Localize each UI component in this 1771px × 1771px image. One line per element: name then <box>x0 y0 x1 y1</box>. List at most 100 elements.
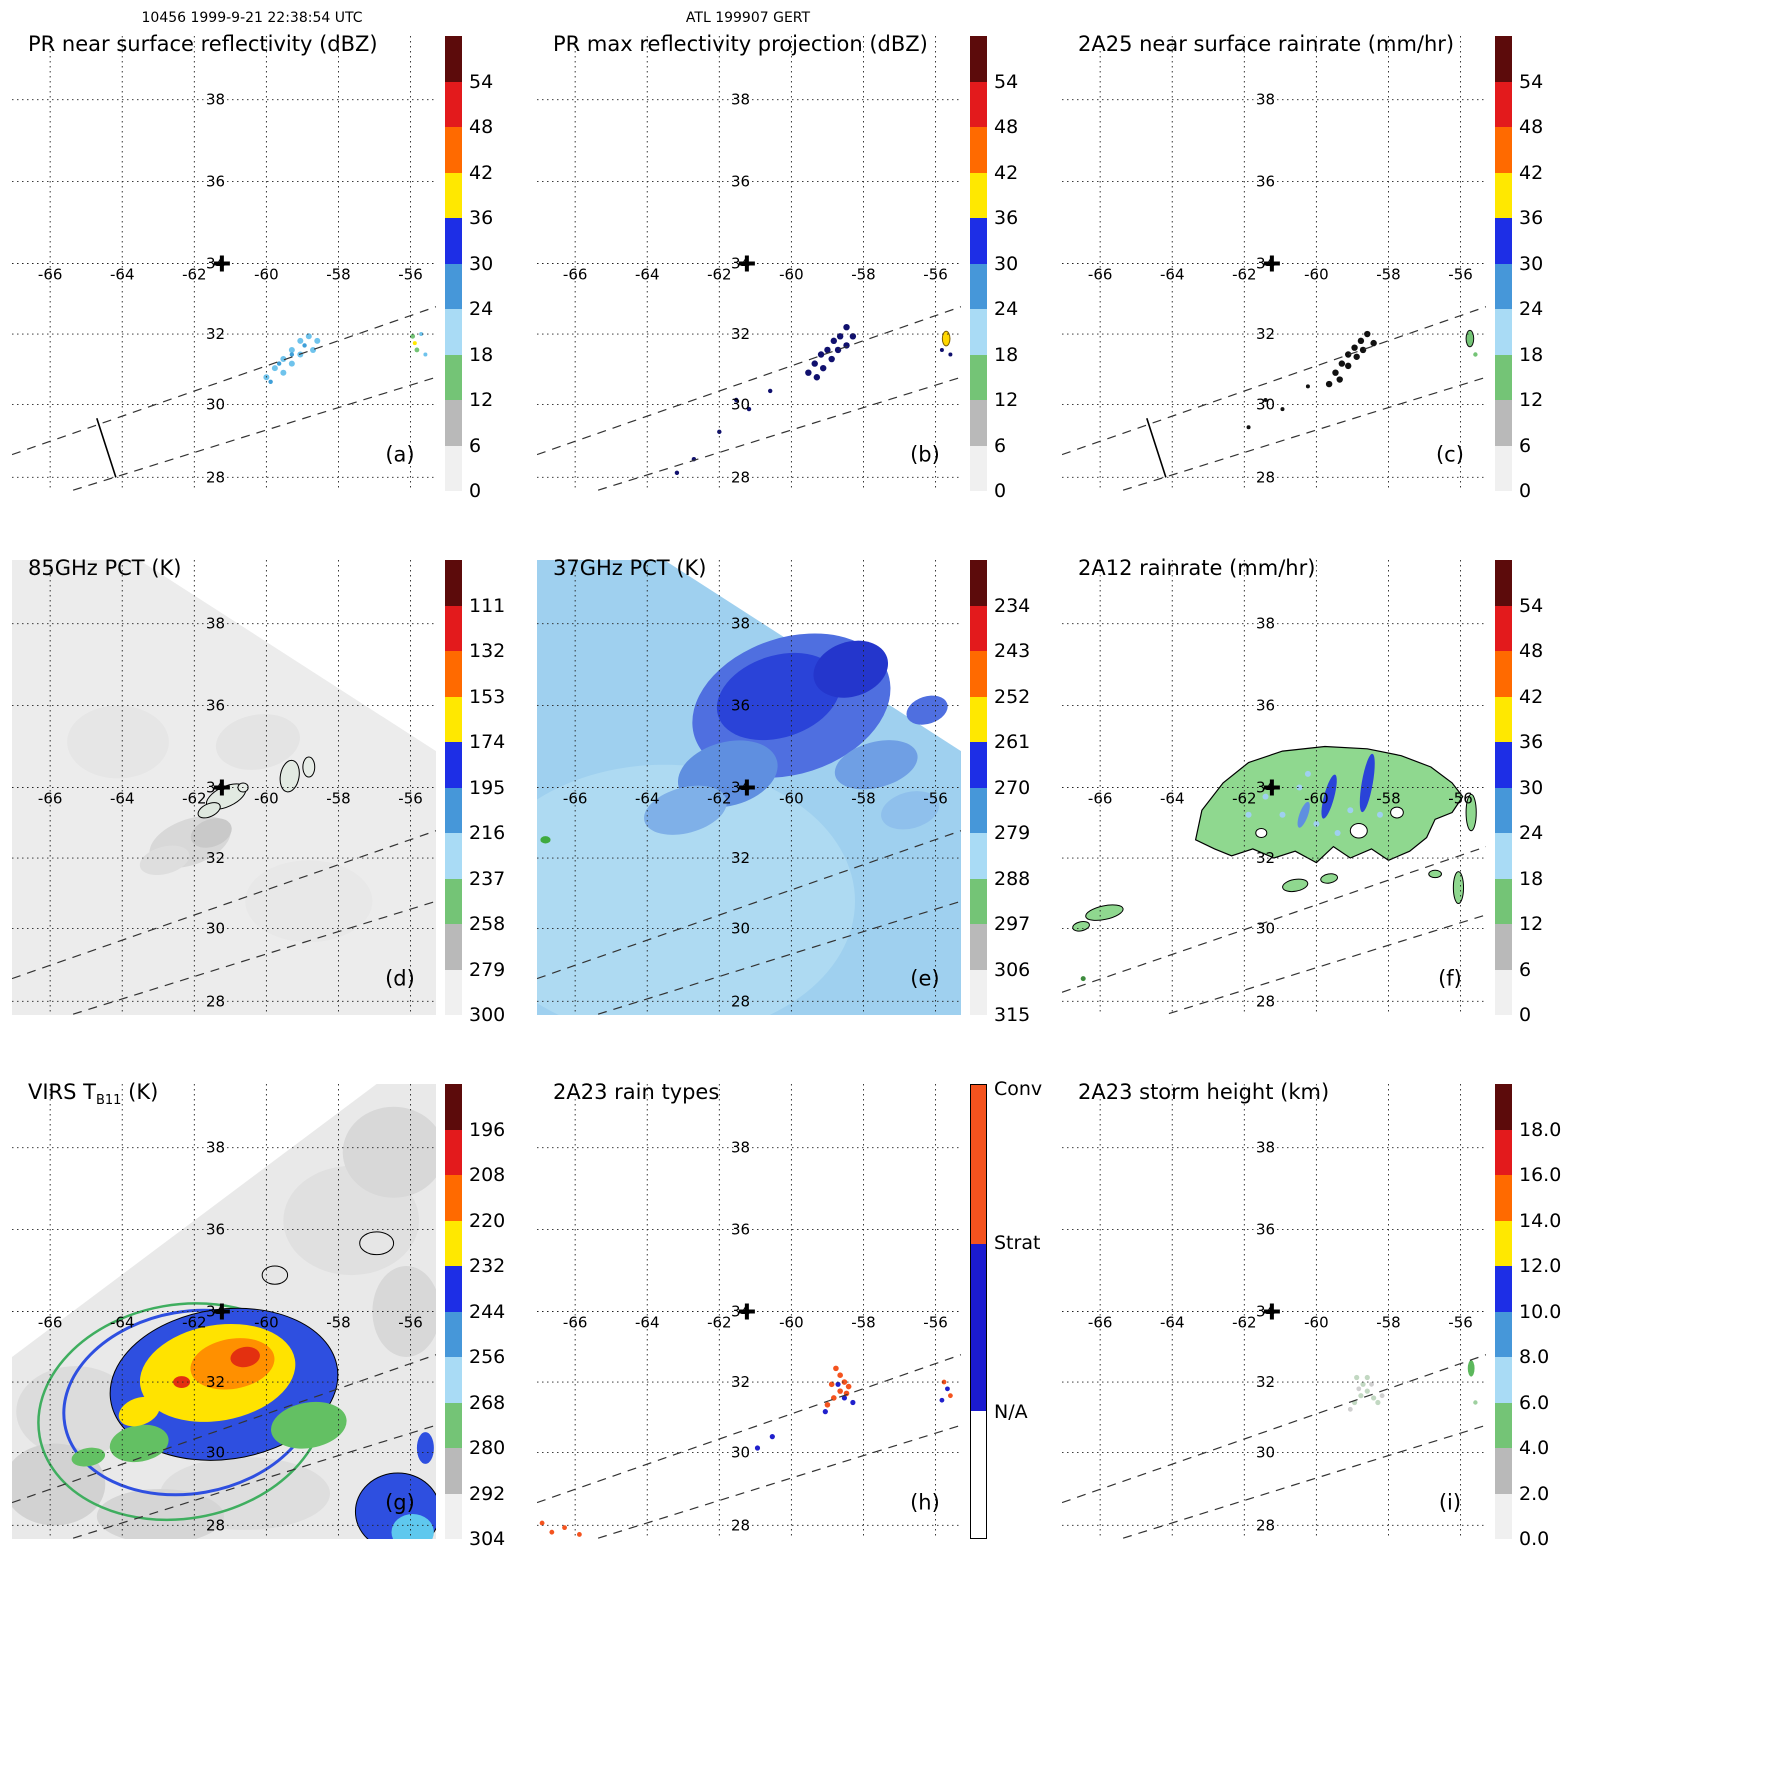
colorbar-tick-label: 300 <box>469 1004 506 1026</box>
colorbar-tick-labels: 54 48 42 36 30 24 18 12 6 0 <box>994 36 1058 503</box>
colorbar-tick-label: 153 <box>469 685 506 708</box>
colorbar-tick-label: 0 <box>994 480 1007 502</box>
lat-tick-label: 32 <box>731 849 750 867</box>
lon-tick-label: -56 <box>923 266 948 284</box>
colorbar-tick-label: 18 <box>994 343 1019 366</box>
center-cross-marker <box>1263 779 1280 796</box>
colorbar-segment <box>970 878 987 924</box>
data-features <box>674 324 953 475</box>
colorbar-segment <box>1495 354 1512 400</box>
lat-tick-label: 32 <box>731 1373 750 1391</box>
colorbar-tick-label: 30 <box>994 252 1019 275</box>
colorbar-segment <box>970 218 987 264</box>
panel-h: 2A23 rain types -66 -64 -62 -60 -58 -56 38 36 34 3… <box>537 1078 1062 1608</box>
colorbar-tick-label: 36 <box>1519 731 1544 753</box>
lat-tick-label: 32 <box>206 849 225 867</box>
colorbar-tick-label: 54 <box>1519 594 1544 617</box>
lon-tick-label: -66 <box>563 1314 588 1332</box>
panel-title-a: PR near surface reflectivity (dBZ) <box>28 32 378 56</box>
lon-tick-label: -64 <box>110 1314 135 1332</box>
colorbar-segment <box>970 560 987 606</box>
lat-tick-label: 32 <box>1256 849 1275 867</box>
lon-tick-label: -64 <box>110 266 135 284</box>
colorbar-b <box>970 36 987 491</box>
panel-title-e: 37GHz PCT (K) <box>553 556 706 580</box>
colorbar-segment <box>1495 1448 1512 1494</box>
colorbar-tick-label: 237 <box>469 867 506 890</box>
panel-title-i: 2A23 storm height (km) <box>1078 1080 1329 1104</box>
colorbar-tick-labels: 18.0 16.0 14.0 12.0 10.0 8.0 6.0 4.0 2.0 0.0 <box>1519 1084 1583 1551</box>
lat-tick-label: 30 <box>1256 920 1275 938</box>
orbit-timestamp: 10456 1999-9-21 22:38:54 UTC <box>141 10 363 26</box>
colorbar-segment <box>1495 742 1512 788</box>
colorbar-tick-label: 256 <box>469 1346 506 1368</box>
lon-tick-label: -66 <box>563 266 588 284</box>
colorbar-segment <box>445 560 462 606</box>
panel-title-text: PR max reflectivity projection (dBZ) <box>553 32 928 56</box>
colorbar-tick-labels: 54 48 42 36 30 24 18 12 6 0 <box>1519 560 1583 1027</box>
colorbar-tick-label: 111 <box>469 594 506 617</box>
lon-tick-label: -56 <box>1448 1314 1473 1332</box>
panel-letter: (b) <box>910 442 940 466</box>
data-features <box>1347 1360 1478 1412</box>
lon-tick-label: -60 <box>254 790 279 808</box>
lat-tick-label: 36 <box>206 1221 225 1239</box>
lon-tick-label: -60 <box>1304 1314 1329 1332</box>
lat-tick-label: 36 <box>1256 173 1275 191</box>
center-cross-marker <box>213 255 230 272</box>
colorbar-tick-label: 48 <box>1519 116 1544 138</box>
colorbar-tick-label: 54 <box>994 70 1019 93</box>
swath-edge-lines <box>1062 306 1486 491</box>
lon-tick-label: -58 <box>326 790 351 808</box>
colorbar-segment <box>445 605 462 651</box>
colorbar-tick-label: 42 <box>1519 685 1544 708</box>
lon-tick-label: -62 <box>1232 790 1257 808</box>
panel-title-c: 2A25 near surface rainrate (mm/hr) <box>1078 32 1454 56</box>
colorbar-tick-label: 18.0 <box>1519 1118 1562 1141</box>
panel-letter: (e) <box>910 966 939 990</box>
panel-f: 2A12 rainrate (mm/hr) -66 -64 -62 -60 -58 -56 3… <box>1062 556 1587 1084</box>
colorbar-segment <box>970 833 987 879</box>
colorbar-c <box>1495 36 1512 491</box>
colorbar-tick-label: 174 <box>469 731 506 753</box>
lat-tick-label: 30 <box>1256 396 1275 414</box>
colorbar-segment <box>445 1493 462 1539</box>
colorbar-g <box>445 1084 462 1539</box>
panel-letter: (i) <box>1439 1490 1461 1514</box>
colorbar-segment <box>445 172 462 218</box>
lon-tick-label: -60 <box>779 266 804 284</box>
lat-tick-label: 30 <box>731 1444 750 1462</box>
colorbar-segment <box>445 878 462 924</box>
colorbar-tick-label: 36 <box>1519 207 1544 229</box>
lat-tick-label: 38 <box>731 91 750 109</box>
colorbar-segment <box>445 651 462 697</box>
colorbar-segment <box>1495 172 1512 218</box>
panel-title-unit: (K) <box>121 1080 159 1104</box>
lon-tick-label: -56 <box>1448 790 1473 808</box>
lon-tick-label: -64 <box>110 790 135 808</box>
colorbar-tick-label: 16.0 <box>1519 1164 1562 1186</box>
colorbar-segment <box>970 696 987 742</box>
colorbar-tick-label: 0 <box>1519 480 1532 502</box>
panel-title-h: 2A23 rain types <box>553 1080 719 1104</box>
lon-tick-label: -60 <box>779 790 804 808</box>
panel-title-g: VIRS TB11 (K) <box>28 1080 158 1108</box>
lon-tick-label: -60 <box>254 266 279 284</box>
lat-tick-label: 38 <box>731 1139 750 1157</box>
lon-tick-label: -64 <box>635 790 660 808</box>
lon-tick-label: -64 <box>1160 790 1185 808</box>
lon-tick-label: -60 <box>1304 790 1329 808</box>
colorbar-segment <box>1495 263 1512 309</box>
lon-tick-label: -62 <box>707 1314 732 1332</box>
panel-title-text: 2A12 rainrate (mm/hr) <box>1078 556 1316 580</box>
colorbar-segment <box>1495 81 1512 127</box>
colorbar-tick-labels: 234 243 252 261 270 279 288 297 306 315 <box>994 560 1058 1027</box>
colorbar-segment <box>1495 969 1512 1015</box>
lat-tick-label: 30 <box>206 396 225 414</box>
colorbar-segment <box>1495 218 1512 264</box>
colorbar-tick-label: 270 <box>994 776 1031 799</box>
colorbar-segment <box>1495 400 1512 446</box>
